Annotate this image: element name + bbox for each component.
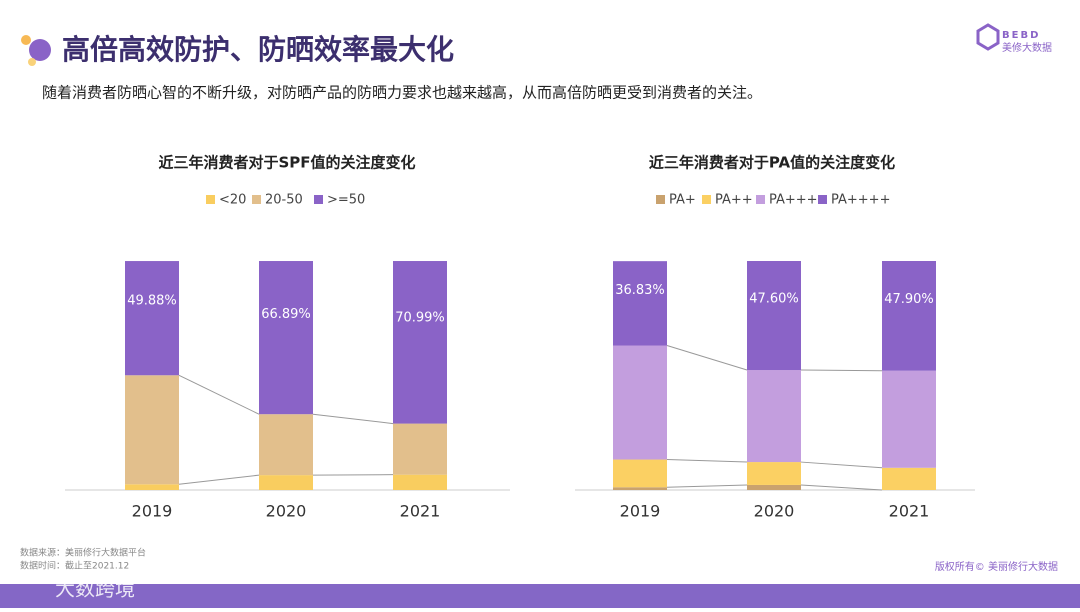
chart-title: 近三年消费者对于PA值的关注度变化 bbox=[649, 154, 895, 172]
footer-band bbox=[0, 584, 1080, 608]
bar-segment bbox=[393, 424, 447, 475]
data-label: 49.88% bbox=[127, 294, 177, 309]
legend-swatch bbox=[756, 195, 765, 204]
bar-segment bbox=[613, 460, 667, 488]
bar-segment bbox=[259, 475, 313, 490]
data-label: 36.83% bbox=[615, 283, 665, 298]
bar-segment bbox=[613, 487, 667, 490]
legend-swatch bbox=[702, 195, 711, 204]
legend-label: 20-50 bbox=[265, 193, 303, 208]
connector-line bbox=[801, 485, 882, 490]
bar-segment bbox=[747, 370, 801, 462]
connector-line bbox=[667, 485, 747, 487]
bar-segment bbox=[747, 485, 801, 490]
bar-segment bbox=[613, 261, 667, 345]
logo-icon bbox=[978, 25, 998, 49]
legend-swatch bbox=[252, 195, 261, 204]
copyright: 版权所有© 美丽修行大数据 bbox=[935, 560, 1058, 573]
source: 数据来源：美丽修行大数据平台 bbox=[20, 547, 146, 559]
bar-segment bbox=[747, 261, 801, 370]
connector-line bbox=[801, 462, 882, 468]
bar-segment bbox=[125, 484, 179, 490]
legend-swatch bbox=[656, 195, 665, 204]
x-tick-label: 2019 bbox=[620, 502, 661, 521]
data-label: 47.90% bbox=[884, 292, 934, 307]
connector-line bbox=[667, 346, 747, 371]
legend-label: PA+ bbox=[669, 193, 696, 208]
connector-line bbox=[667, 460, 747, 463]
x-tick-label: 2021 bbox=[889, 502, 930, 521]
bar-segment bbox=[393, 475, 447, 490]
x-tick-label: 2021 bbox=[400, 502, 441, 521]
bar-segment bbox=[882, 261, 936, 371]
legend-swatch bbox=[818, 195, 827, 204]
x-tick-label: 2020 bbox=[266, 502, 307, 521]
connector-line bbox=[801, 370, 882, 371]
bar-segment bbox=[882, 468, 936, 490]
decor-dot bbox=[21, 35, 31, 45]
bar-segment bbox=[393, 261, 447, 424]
logo-text: 美修大数据 bbox=[1002, 41, 1052, 54]
data-label: 66.89% bbox=[261, 307, 311, 322]
subtitle: 随着消费者防晒心智的不断升级，对防晒产品的防晒力要求也越来越高，从而高倍防晒更受… bbox=[42, 84, 762, 102]
bar-segment bbox=[613, 346, 667, 460]
bar-segment bbox=[747, 462, 801, 485]
connector-line bbox=[313, 414, 393, 423]
logo-mark: BEBD bbox=[1002, 30, 1040, 41]
x-tick-label: 2019 bbox=[132, 502, 173, 521]
bar-segment bbox=[125, 375, 179, 484]
connector-line bbox=[179, 475, 259, 484]
date: 数据时间：截止至2021.12 bbox=[20, 560, 129, 572]
legend-swatch bbox=[314, 195, 323, 204]
legend-label: PA++++ bbox=[831, 193, 890, 208]
legend-label: <20 bbox=[219, 193, 246, 208]
bar-segment bbox=[259, 414, 313, 475]
bar-segment bbox=[259, 261, 313, 414]
decor-dot bbox=[28, 58, 36, 66]
bar-segment bbox=[882, 371, 936, 468]
chart-title: 近三年消费者对于SPF值的关注度变化 bbox=[158, 154, 415, 172]
legend-label: PA+++ bbox=[769, 193, 818, 208]
decor-dot bbox=[29, 39, 51, 61]
x-tick-label: 2020 bbox=[754, 502, 795, 521]
legend-label: PA++ bbox=[715, 193, 753, 208]
page-title: 高倍高效防护、防晒效率最大化 bbox=[62, 33, 454, 66]
watermark: 大数跨境 bbox=[55, 577, 135, 601]
data-label: 70.99% bbox=[395, 310, 445, 325]
legend-label: >=50 bbox=[327, 193, 365, 208]
connector-line bbox=[179, 375, 259, 414]
legend-swatch bbox=[206, 195, 215, 204]
data-label: 47.60% bbox=[749, 292, 799, 307]
bar-segment bbox=[125, 261, 179, 375]
